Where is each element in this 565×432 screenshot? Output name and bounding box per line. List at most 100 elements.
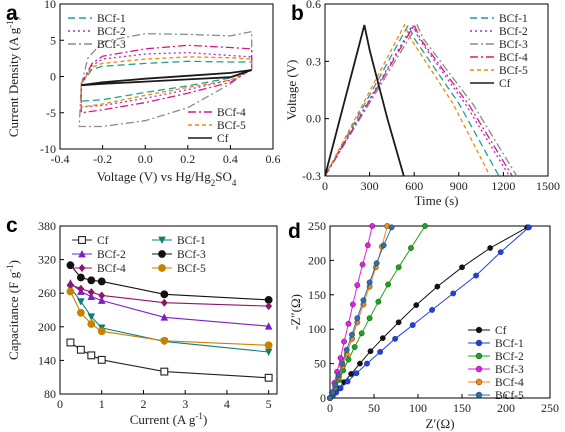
panel-c-ytick-label: 140 xyxy=(38,353,56,367)
panel-a-ytick-label: 5 xyxy=(50,33,56,47)
panel-d-ytick-label: 0 xyxy=(320,391,326,405)
panel-c-point-bcf-4 xyxy=(67,280,74,289)
panel-c-point-bcf-5 xyxy=(76,308,85,317)
panel-c-legend-marker-bcf-4 xyxy=(78,264,86,272)
panel-c-point-bcf-3 xyxy=(76,273,85,282)
panel-d-point-bcf-5 xyxy=(388,224,395,231)
panel-c-point-bcf-1 xyxy=(87,313,96,321)
panel-a-xtick-label: -0.2 xyxy=(93,152,112,166)
panel-d-ytick-label: 200 xyxy=(308,253,326,267)
panel-d-ytick-label: 150 xyxy=(308,288,326,302)
panel-d-legend-label-bcf-1: BCf-1 xyxy=(495,338,524,350)
panel-a-xlabel-part: Voltage (V) vs Hg/Hg xyxy=(97,169,212,184)
panel-a-legend-label-bcf-3: BCf-3 xyxy=(97,39,126,51)
panel-d-point-bcf-5 xyxy=(354,315,361,322)
panel-d-point-cf xyxy=(487,245,494,251)
panel-a-letter: a xyxy=(6,2,18,25)
panel-d-legend-marker-cf xyxy=(475,326,483,334)
panel-c-ytick-label: 380 xyxy=(38,219,56,233)
panel-d-point-bcf-2 xyxy=(408,245,414,251)
panel-d-point-cf xyxy=(357,360,363,367)
panel-d-point-bcf-1 xyxy=(344,378,351,385)
panel-d-xtick-label: 100 xyxy=(409,401,427,415)
panel-d-point-cf xyxy=(395,319,402,326)
panel-d-ytick-label: 250 xyxy=(308,219,326,233)
panel-d-point-cf xyxy=(413,302,420,309)
panel-b-legend-label-bcf-5: BCf-5 xyxy=(499,65,528,77)
panel-c-point-bcf-5 xyxy=(264,341,273,350)
panel-c-ytick-label: 320 xyxy=(38,253,56,267)
panel-d-letter: d xyxy=(288,220,301,243)
panel-d-point-bcf-2 xyxy=(375,298,382,305)
panel-b-legend-label-bcf-2: BCf-2 xyxy=(499,26,528,38)
panel-a-legend-label-bcf-1: BCf-1 xyxy=(97,13,126,25)
panel-c-xtick-label: 3 xyxy=(182,397,188,411)
panel-c-point-cf xyxy=(66,338,75,347)
panel-d-point-bcf-5 xyxy=(380,242,387,249)
panel-d-point-cf xyxy=(434,283,441,290)
panel-d-point-bcf-3 xyxy=(354,282,361,289)
panel-d-point-bcf-1 xyxy=(409,322,416,328)
panel-b-curve-cf xyxy=(324,24,405,177)
panel-d-point-bcf-5 xyxy=(335,372,342,379)
panel-d-point-bcf-3 xyxy=(349,301,356,308)
panel-a-xtick-label: 0.6 xyxy=(266,152,281,166)
panel-d-point-bcf-2 xyxy=(395,264,402,271)
panel-c-legend-label-bcf-3: BCf-3 xyxy=(177,249,206,261)
panel-d-point-bcf-1 xyxy=(497,249,504,256)
panel-d-legend-label-bcf-2: BCf-2 xyxy=(495,351,524,363)
panel-d-point-bcf-5 xyxy=(327,395,333,401)
panel-b-ytick-label: 0.6 xyxy=(306,0,321,11)
panel-d-point-bcf-3 xyxy=(341,338,347,345)
panel-d-point-bcf-5 xyxy=(366,279,373,286)
panel-c-xlabel-part: -1 xyxy=(195,411,203,421)
panel-b-ylabel: Voltage (V) xyxy=(284,60,299,121)
panel-c-point-bcf-3 xyxy=(87,276,96,285)
panel-c-point-bcf-1 xyxy=(264,348,273,356)
panel-d-point-bcf-5 xyxy=(343,346,350,353)
panel-b-xtick-label: 1200 xyxy=(491,179,515,193)
panel-c-point-cf xyxy=(160,367,169,376)
panel-d-point-bcf-3 xyxy=(369,223,376,229)
panel-d-point-bcf-5 xyxy=(339,360,346,367)
panel-a-ylabel-part: ) xyxy=(6,16,21,20)
panel-d-xtick-label: 250 xyxy=(541,401,559,415)
panel-c-xlabel: Current (A g-1) xyxy=(130,411,208,427)
panel-c-legend-label-bcf-5: BCf-5 xyxy=(177,263,206,275)
panel-b-curve-bcf-4 xyxy=(324,23,513,177)
panel-c-point-bcf-4 xyxy=(98,291,106,300)
panel-a-curve-bcf-5 xyxy=(80,56,253,108)
panel-a-legend-label-cf: Cf xyxy=(217,133,229,145)
panel-c-point-cf xyxy=(87,351,96,360)
panel-d-xtick-label: 50 xyxy=(368,401,380,415)
panel-c-point-bcf-4 xyxy=(265,302,273,311)
panel-c-frame xyxy=(59,225,278,395)
panel-c-point-bcf-4 xyxy=(87,288,95,297)
panel-d-point-cf xyxy=(367,348,374,355)
panel-a-legend-label-bcf-2: BCf-2 xyxy=(97,26,126,38)
panel-a-curve-bcf-4 xyxy=(80,44,253,114)
panel-c-legend-marker-bcf-3 xyxy=(158,250,166,258)
panel-b-legend-label-bcf-1: BCf-1 xyxy=(499,13,528,25)
panel-d-point-bcf-1 xyxy=(353,370,360,377)
panel-a-xlabel-part: 4 xyxy=(232,178,237,188)
panel-a-curve-bcf-1 xyxy=(80,60,253,102)
panel-d-point-bcf-3 xyxy=(364,242,371,249)
panel-d-point-bcf-2 xyxy=(385,281,391,288)
panel-a-legend-label-bcf-5: BCf-5 xyxy=(217,120,246,132)
panel-d-point-bcf-5 xyxy=(329,389,336,396)
panel-b-xtick-label: 300 xyxy=(361,179,379,193)
panel-b-xtick-label: 0 xyxy=(322,179,328,193)
panel-c-ytick-label: 260 xyxy=(38,286,56,300)
panel-b-curve-bcf-5 xyxy=(324,23,491,177)
panel-c-point-cf xyxy=(264,373,273,382)
panel-d-point-bcf-1 xyxy=(525,224,532,231)
panel-a-xtick-label: 0.0 xyxy=(138,152,153,166)
panel-d-point-bcf-1 xyxy=(377,349,384,355)
panel-c-legend-label-cf: Cf xyxy=(97,235,109,247)
panel-c-ytick-label: 200 xyxy=(38,320,56,334)
panel-c-point-bcf-2 xyxy=(87,292,96,300)
panel-d-xlabel: Z′(Ω) xyxy=(425,416,454,431)
panel-d-legend-label-bcf-4: BCf-4 xyxy=(495,377,524,389)
panel-d-point-bcf-5 xyxy=(349,331,355,338)
